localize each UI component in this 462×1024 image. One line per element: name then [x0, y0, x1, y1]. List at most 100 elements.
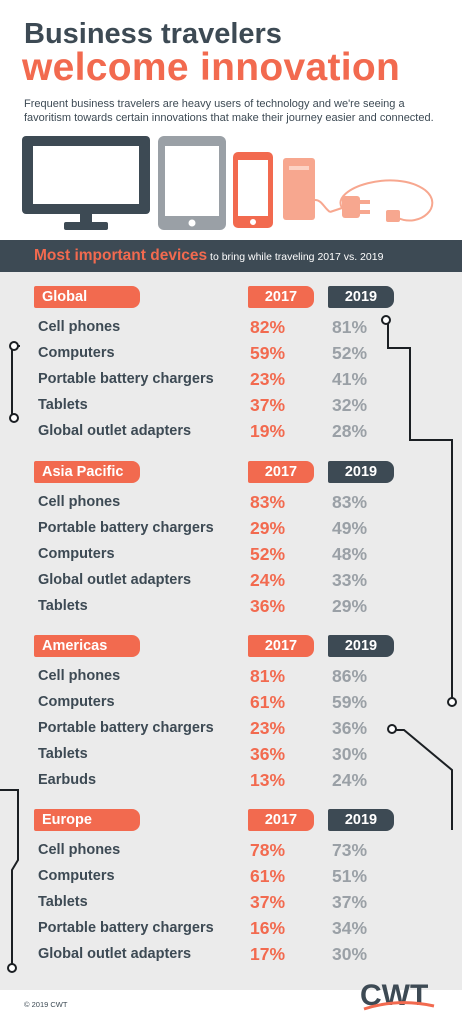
device-name: Cell phones — [38, 319, 121, 335]
banner-years: 2017 vs. 2019 — [317, 251, 384, 263]
region-label: Asia Pacific — [34, 461, 140, 483]
table-row: Tablets 37% 32% — [0, 395, 462, 423]
device-name: Cell phones — [38, 842, 121, 858]
value-2019: 49% — [332, 518, 368, 538]
device-name: Computers — [38, 868, 115, 884]
device-name: Tablets — [38, 598, 88, 614]
logo-swoosh — [363, 1001, 435, 1011]
plug-adapter-icon — [329, 179, 434, 222]
value-2017: 24% — [250, 570, 286, 590]
value-2019: 52% — [332, 343, 368, 363]
copyright-text: © 2019 CWT — [24, 1000, 68, 1009]
value-2017: 81% — [250, 666, 286, 686]
value-2019: 59% — [332, 692, 368, 712]
table-row: Cell phones 82% 81% — [0, 317, 462, 345]
value-2019: 51% — [332, 866, 368, 886]
value-2017: 19% — [250, 421, 286, 441]
table-row: Computers 52% 48% — [0, 544, 462, 572]
table-row: Global outlet adapters 17% 30% — [0, 944, 462, 972]
year-2019-header: 2019 — [328, 461, 394, 483]
device-name: Computers — [38, 694, 115, 710]
value-2017: 59% — [250, 343, 286, 363]
value-2017: 61% — [250, 866, 286, 886]
value-2019: 32% — [332, 395, 368, 415]
device-name: Global outlet adapters — [38, 572, 192, 588]
title-line-2: welcome innovation — [22, 46, 401, 89]
year-2017-header: 2017 — [248, 635, 314, 657]
value-2017: 16% — [250, 918, 286, 938]
year-2019-header: 2019 — [328, 286, 394, 308]
device-name: Cell phones — [38, 668, 121, 684]
monitor-icon — [22, 136, 150, 230]
table-row: Cell phones 78% 73% — [0, 840, 462, 868]
region-europe: Europe 2017 2019 Cell phones 78% 73% Compu… — [0, 809, 462, 979]
value-2019: 48% — [332, 544, 368, 564]
year-2017-header: 2017 — [248, 809, 314, 831]
value-2019: 30% — [332, 944, 368, 964]
value-2017: 37% — [250, 892, 286, 912]
device-name: Portable battery chargers — [38, 720, 214, 736]
value-2019: 36% — [332, 718, 368, 738]
value-2017: 52% — [250, 544, 286, 564]
value-2017: 36% — [250, 596, 286, 616]
device-name: Tablets — [38, 397, 88, 413]
value-2017: 13% — [250, 770, 286, 790]
banner-highlight: Most important devices — [34, 247, 208, 264]
value-2017: 83% — [250, 492, 286, 512]
device-name: Tablets — [38, 894, 88, 910]
table-row: Cell phones 83% 83% — [0, 492, 462, 520]
banner-rest: to bring while traveling — [207, 251, 318, 263]
value-2019: 29% — [332, 596, 368, 616]
table-row: Portable battery chargers 16% 34% — [0, 918, 462, 946]
table-row: Portable battery chargers 23% 36% — [0, 718, 462, 746]
table-row: Portable battery chargers 29% 49% — [0, 518, 462, 546]
intro-text: Frequent business travelers are heavy us… — [24, 98, 434, 124]
value-2017: 36% — [250, 744, 286, 764]
device-name: Portable battery chargers — [38, 520, 214, 536]
device-name: Global outlet adapters — [38, 423, 192, 439]
table-row: Cell phones 81% 86% — [0, 666, 462, 694]
region-label: Americas — [34, 635, 140, 657]
device-name: Global outlet adapters — [38, 946, 192, 962]
table-row: Earbuds 13% 24% — [0, 770, 462, 798]
table-row: Computers 61% 51% — [0, 866, 462, 894]
table-row: Tablets 36% 30% — [0, 744, 462, 772]
title-line-1: Business travelers — [24, 18, 282, 50]
table-row: Global outlet adapters 24% 33% — [0, 570, 462, 598]
data-panel — [0, 272, 462, 990]
year-2019-header: 2019 — [328, 809, 394, 831]
value-2019: 37% — [332, 892, 368, 912]
device-name: Tablets — [38, 746, 88, 762]
devices-illustration — [22, 136, 434, 230]
region-americas: Americas 2017 2019 Cell phones 81% 86% Com… — [0, 635, 462, 805]
region-global: Global 2017 2019 Cell phones 82% 81% Compu… — [0, 286, 462, 456]
value-2017: 17% — [250, 944, 286, 964]
region-label: Europe — [34, 809, 140, 831]
device-name: Portable battery chargers — [38, 920, 214, 936]
value-2017: 37% — [250, 395, 286, 415]
device-name: Earbuds — [38, 772, 97, 788]
section-banner — [0, 240, 462, 272]
value-2019: 34% — [332, 918, 368, 938]
value-2019: 33% — [332, 570, 368, 590]
year-2019-header: 2019 — [328, 635, 394, 657]
table-row: Tablets 37% 37% — [0, 892, 462, 920]
value-2019: 28% — [332, 421, 368, 441]
value-2019: 73% — [332, 840, 368, 860]
table-row: Portable battery chargers 23% 41% — [0, 369, 462, 397]
value-2019: 83% — [332, 492, 368, 512]
value-2017: 23% — [250, 369, 286, 389]
battery-charger-icon — [283, 158, 331, 220]
table-row: Tablets 36% 29% — [0, 596, 462, 624]
banner-text: Most important devices to bring while tr… — [34, 247, 383, 265]
table-row: Computers 61% 59% — [0, 692, 462, 720]
device-name: Computers — [38, 546, 115, 562]
tablet-icon — [158, 136, 226, 230]
table-row: Global outlet adapters 19% 28% — [0, 421, 462, 449]
phone-icon — [233, 152, 273, 228]
value-2019: 81% — [332, 317, 368, 337]
region-label: Global — [34, 286, 140, 308]
value-2017: 78% — [250, 840, 286, 860]
region-asia-pacific: Asia Pacific 2017 2019 Cell phones 83% 83%… — [0, 461, 462, 631]
year-2017-header: 2017 — [248, 461, 314, 483]
